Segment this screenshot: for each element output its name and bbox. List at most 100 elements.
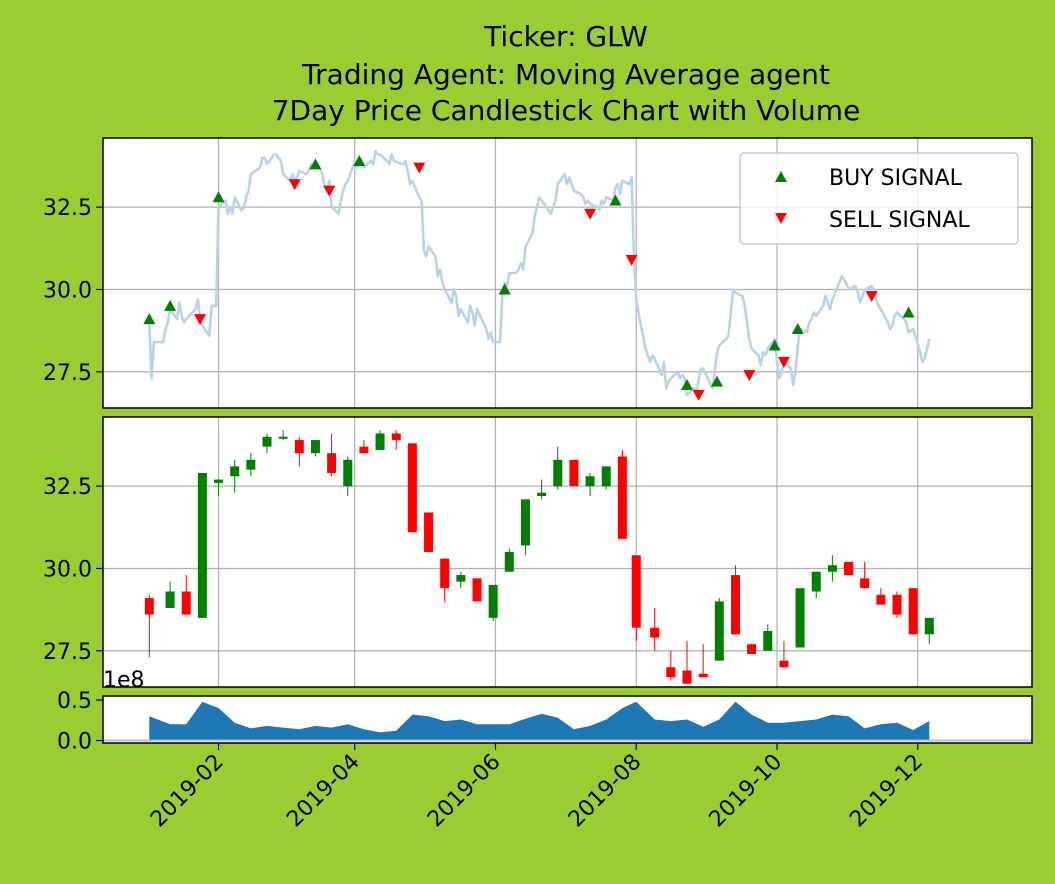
sell-signal-marker-3 — [413, 162, 426, 174]
legend-sell-marker — [775, 213, 787, 224]
candle-body-42 — [827, 565, 837, 572]
volume-panel: 0.0 0.5 — [57, 689, 1033, 755]
title-line-chart-type: 7Day Price Candlestick Chart with Volume — [272, 94, 861, 127]
candle-body-8 — [278, 436, 288, 439]
candle-body-32 — [666, 667, 676, 678]
candle-body-43 — [844, 561, 854, 576]
buy-signal-marker-7 — [681, 378, 693, 390]
legend-sell-label: SELL SIGNAL — [829, 208, 970, 233]
candle-body-2 — [181, 591, 191, 615]
buy-signal-marker-2 — [212, 191, 225, 203]
sell-signal-marker-5 — [625, 254, 638, 266]
buy-signal-marker-1 — [164, 299, 177, 311]
volume-ytick-label-1: 0.5 — [57, 689, 92, 714]
candle-body-21 — [488, 584, 498, 618]
volume-ytick-label-0: 0.0 — [57, 730, 92, 755]
candle-body-15 — [391, 433, 401, 441]
title-line-ticker: Ticker: GLW — [483, 20, 648, 53]
candle-body-37 — [747, 644, 757, 655]
candle-body-9 — [294, 440, 304, 454]
candle-body-39 — [779, 660, 789, 668]
candle-body-47 — [908, 588, 918, 635]
volume-offset-label: 1e8 — [103, 668, 145, 693]
candle-body-14 — [375, 433, 385, 450]
candle-body-12 — [343, 459, 353, 487]
buy-signal-marker-9 — [768, 339, 781, 351]
candle-body-20 — [472, 578, 482, 602]
price-frame — [102, 137, 1033, 409]
buy-signal-marker-11 — [902, 306, 915, 318]
candle-body-25 — [553, 459, 563, 487]
x-tick-label-3: 2019-08 — [564, 750, 647, 833]
candle-body-27 — [585, 476, 595, 487]
date-x-axis: 2019-02 2019-04 2019-06 2019-08 2019-10 2019-… — [146, 743, 928, 832]
candle-body-41 — [811, 571, 821, 592]
buy-signal-marker-0 — [143, 313, 156, 325]
candle-body-34 — [698, 673, 708, 678]
legend-buy-label: BUY SIGNAL — [829, 166, 963, 191]
candle-body-10 — [310, 440, 320, 454]
candle-body-7 — [262, 436, 272, 447]
sell-signal-marker-0 — [194, 314, 207, 326]
candle-body-23 — [520, 499, 530, 546]
buy-signal-marker-3 — [309, 158, 322, 170]
x-tick-label-4: 2019-10 — [705, 750, 788, 833]
sell-signal-marker-6 — [692, 389, 705, 401]
candle-body-35 — [714, 601, 724, 661]
title-line-agent: Trading Agent: Moving Average agent — [301, 58, 830, 91]
candle-body-30 — [631, 555, 641, 628]
sell-signal-marker-8 — [777, 356, 790, 368]
candle-body-0 — [144, 598, 154, 615]
candle-body-18 — [440, 558, 450, 589]
candle-frame — [102, 416, 1033, 688]
candle-body-46 — [892, 594, 902, 615]
candle-body-16 — [407, 443, 417, 533]
candle-body-36 — [730, 575, 740, 635]
candle-body-5 — [230, 466, 240, 477]
chart-title: Ticker: GLW Trading Agent: Moving Averag… — [272, 20, 861, 127]
x-tick-label-1: 2019-04 — [282, 750, 365, 833]
buy-signal-marker-4 — [353, 155, 366, 167]
candle-ytick-label-0: 27.5 — [43, 640, 92, 665]
price-ytick-label-0: 27.5 — [43, 361, 92, 386]
candle-plot-area — [103, 417, 1032, 687]
candle-body-6 — [246, 459, 256, 470]
candle-body-4 — [214, 479, 224, 483]
x-tick-label-0: 2019-02 — [146, 750, 229, 833]
candlestick-panel: 27.5 30.0 32.5 — [43, 416, 1033, 688]
candle-body-26 — [569, 459, 579, 487]
candle-body-29 — [617, 456, 627, 539]
legend-box — [739, 152, 1019, 245]
buy-signal-marker-6 — [609, 194, 622, 206]
x-tick-label-5: 2019-12 — [845, 750, 928, 833]
buy-signal-marker-5 — [498, 283, 511, 295]
candle-body-28 — [601, 466, 611, 487]
candle-body-44 — [860, 578, 870, 589]
candle-body-11 — [327, 453, 337, 473]
candle-body-17 — [424, 512, 434, 552]
price-ytick-label-1: 30.0 — [43, 278, 92, 303]
candle-body-45 — [876, 594, 886, 605]
sell-signal-marker-1 — [288, 179, 301, 191]
volume-area — [149, 701, 930, 741]
legend-buy-marker — [775, 171, 787, 182]
candle-body-40 — [795, 588, 805, 648]
candle-body-22 — [504, 552, 514, 572]
candle-body-3 — [197, 472, 207, 618]
candle-body-33 — [682, 670, 692, 684]
candle-body-19 — [456, 575, 466, 582]
sell-signal-marker-7 — [743, 370, 756, 382]
sell-signal-marker-2 — [323, 185, 336, 197]
candle-body-38 — [763, 631, 773, 651]
candle-body-1 — [165, 591, 175, 608]
candle-body-48 — [924, 617, 934, 635]
chart-legend: BUY SIGNAL SELL SIGNAL — [739, 152, 1019, 245]
sell-signal-marker-4 — [584, 208, 597, 220]
candle-body-24 — [537, 492, 547, 497]
buy-signal-marker-8 — [711, 375, 723, 387]
price-ytick-label-2: 32.5 — [43, 196, 92, 221]
buy-signal-marker-10 — [791, 322, 804, 334]
sell-signal-marker-9 — [865, 291, 878, 303]
volume-frame — [102, 695, 1033, 744]
